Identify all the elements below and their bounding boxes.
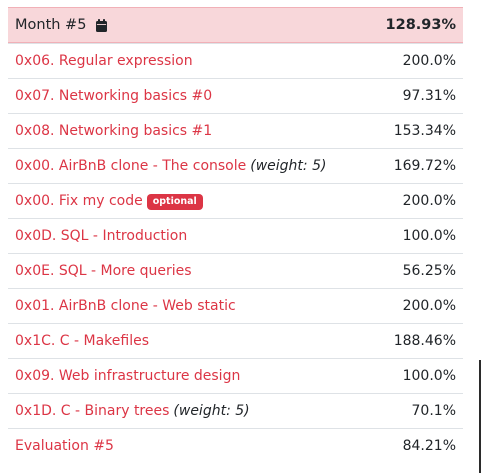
month-header-left: Month #5 — [15, 17, 108, 33]
project-score: 200.0% — [402, 298, 456, 314]
project-weight: (weight: 5) — [173, 403, 250, 419]
project-row: 0x00. AirBnB clone - The console (weight:… — [8, 148, 463, 183]
project-link[interactable]: 0x07. Networking basics #0 — [15, 88, 213, 104]
project-row: 0x1D. C - Binary trees (weight: 5) 70.1% — [8, 393, 463, 428]
project-score: 200.0% — [402, 193, 456, 209]
project-cell: 0x1D. C - Binary trees (weight: 5) — [15, 403, 250, 419]
project-score: 100.0% — [402, 368, 456, 384]
project-cell: 0x1C. C - Makefiles — [15, 333, 149, 349]
project-row: 0x0E. SQL - More queries 56.25% — [8, 253, 463, 288]
project-link[interactable]: Evaluation #5 — [15, 438, 114, 454]
project-score: 188.46% — [393, 333, 456, 349]
project-link[interactable]: 0x00. Fix my code — [15, 193, 143, 209]
optional-badge: optional — [146, 194, 203, 210]
project-cell: 0x09. Web infrastructure design — [15, 368, 240, 384]
project-link[interactable]: 0x0E. SQL - More queries — [15, 263, 192, 279]
project-score: 70.1% — [411, 403, 456, 419]
project-row: 0x06. Regular expression 200.0% — [8, 43, 463, 78]
project-score: 56.25% — [402, 263, 456, 279]
project-cell: 0x0D. SQL - Introduction — [15, 228, 187, 244]
project-cell: 0x00. Fix my code optional — [15, 193, 203, 210]
project-row: 0x09. Web infrastructure design 100.0% — [8, 358, 463, 393]
project-row: 0x0D. SQL - Introduction 100.0% — [8, 218, 463, 253]
project-score: 153.34% — [393, 123, 456, 139]
project-cell: 0x00. AirBnB clone - The console (weight:… — [15, 158, 326, 174]
project-weight: (weight: 5) — [250, 158, 327, 174]
project-score: 84.21% — [402, 438, 456, 454]
project-row: Evaluation #5 84.21% — [8, 428, 463, 463]
project-link[interactable]: 0x06. Regular expression — [15, 53, 193, 69]
calendar-icon — [96, 18, 108, 32]
project-link[interactable]: 0x0D. SQL - Introduction — [15, 228, 188, 244]
project-link[interactable]: 0x09. Web infrastructure design — [15, 368, 241, 384]
project-link[interactable]: 0x08. Networking basics #1 — [15, 123, 213, 139]
project-link[interactable]: 0x1C. C - Makefiles — [15, 333, 149, 349]
project-row: 0x08. Networking basics #1 153.34% — [8, 113, 463, 148]
project-score: 169.72% — [393, 158, 456, 174]
project-link[interactable]: 0x00. AirBnB clone - The console — [15, 158, 247, 174]
project-cell: 0x07. Networking basics #0 — [15, 88, 212, 104]
project-score: 200.0% — [402, 53, 456, 69]
project-cell: Evaluation #5 — [15, 438, 114, 454]
project-row: 0x07. Networking basics #0 97.31% — [8, 78, 463, 113]
project-cell: 0x06. Regular expression — [15, 53, 193, 69]
project-cell: 0x01. AirBnB clone - Web static — [15, 298, 236, 314]
month-score: 128.93% — [385, 17, 456, 33]
month-scores-table: Month #5 128.93% 0x06. Regular expressio… — [8, 7, 463, 463]
project-rows: 0x06. Regular expression 200.0% 0x07. Netw… — [8, 43, 463, 463]
scrollbar-edge[interactable] — [479, 360, 481, 473]
project-link[interactable]: 0x01. AirBnB clone - Web static — [15, 298, 236, 314]
project-link[interactable]: 0x1D. C - Binary trees — [15, 403, 170, 419]
month-title: Month #5 — [15, 17, 87, 33]
project-row: 0x01. AirBnB clone - Web static 200.0% — [8, 288, 463, 323]
month-header-row: Month #5 128.93% — [8, 7, 463, 43]
project-score: 100.0% — [402, 228, 456, 244]
project-cell: 0x08. Networking basics #1 — [15, 123, 212, 139]
project-cell: 0x0E. SQL - More queries — [15, 263, 192, 279]
project-row: 0x1C. C - Makefiles 188.46% — [8, 323, 463, 358]
project-score: 97.31% — [402, 88, 456, 104]
project-row: 0x00. Fix my code optional 200.0% — [8, 183, 463, 218]
